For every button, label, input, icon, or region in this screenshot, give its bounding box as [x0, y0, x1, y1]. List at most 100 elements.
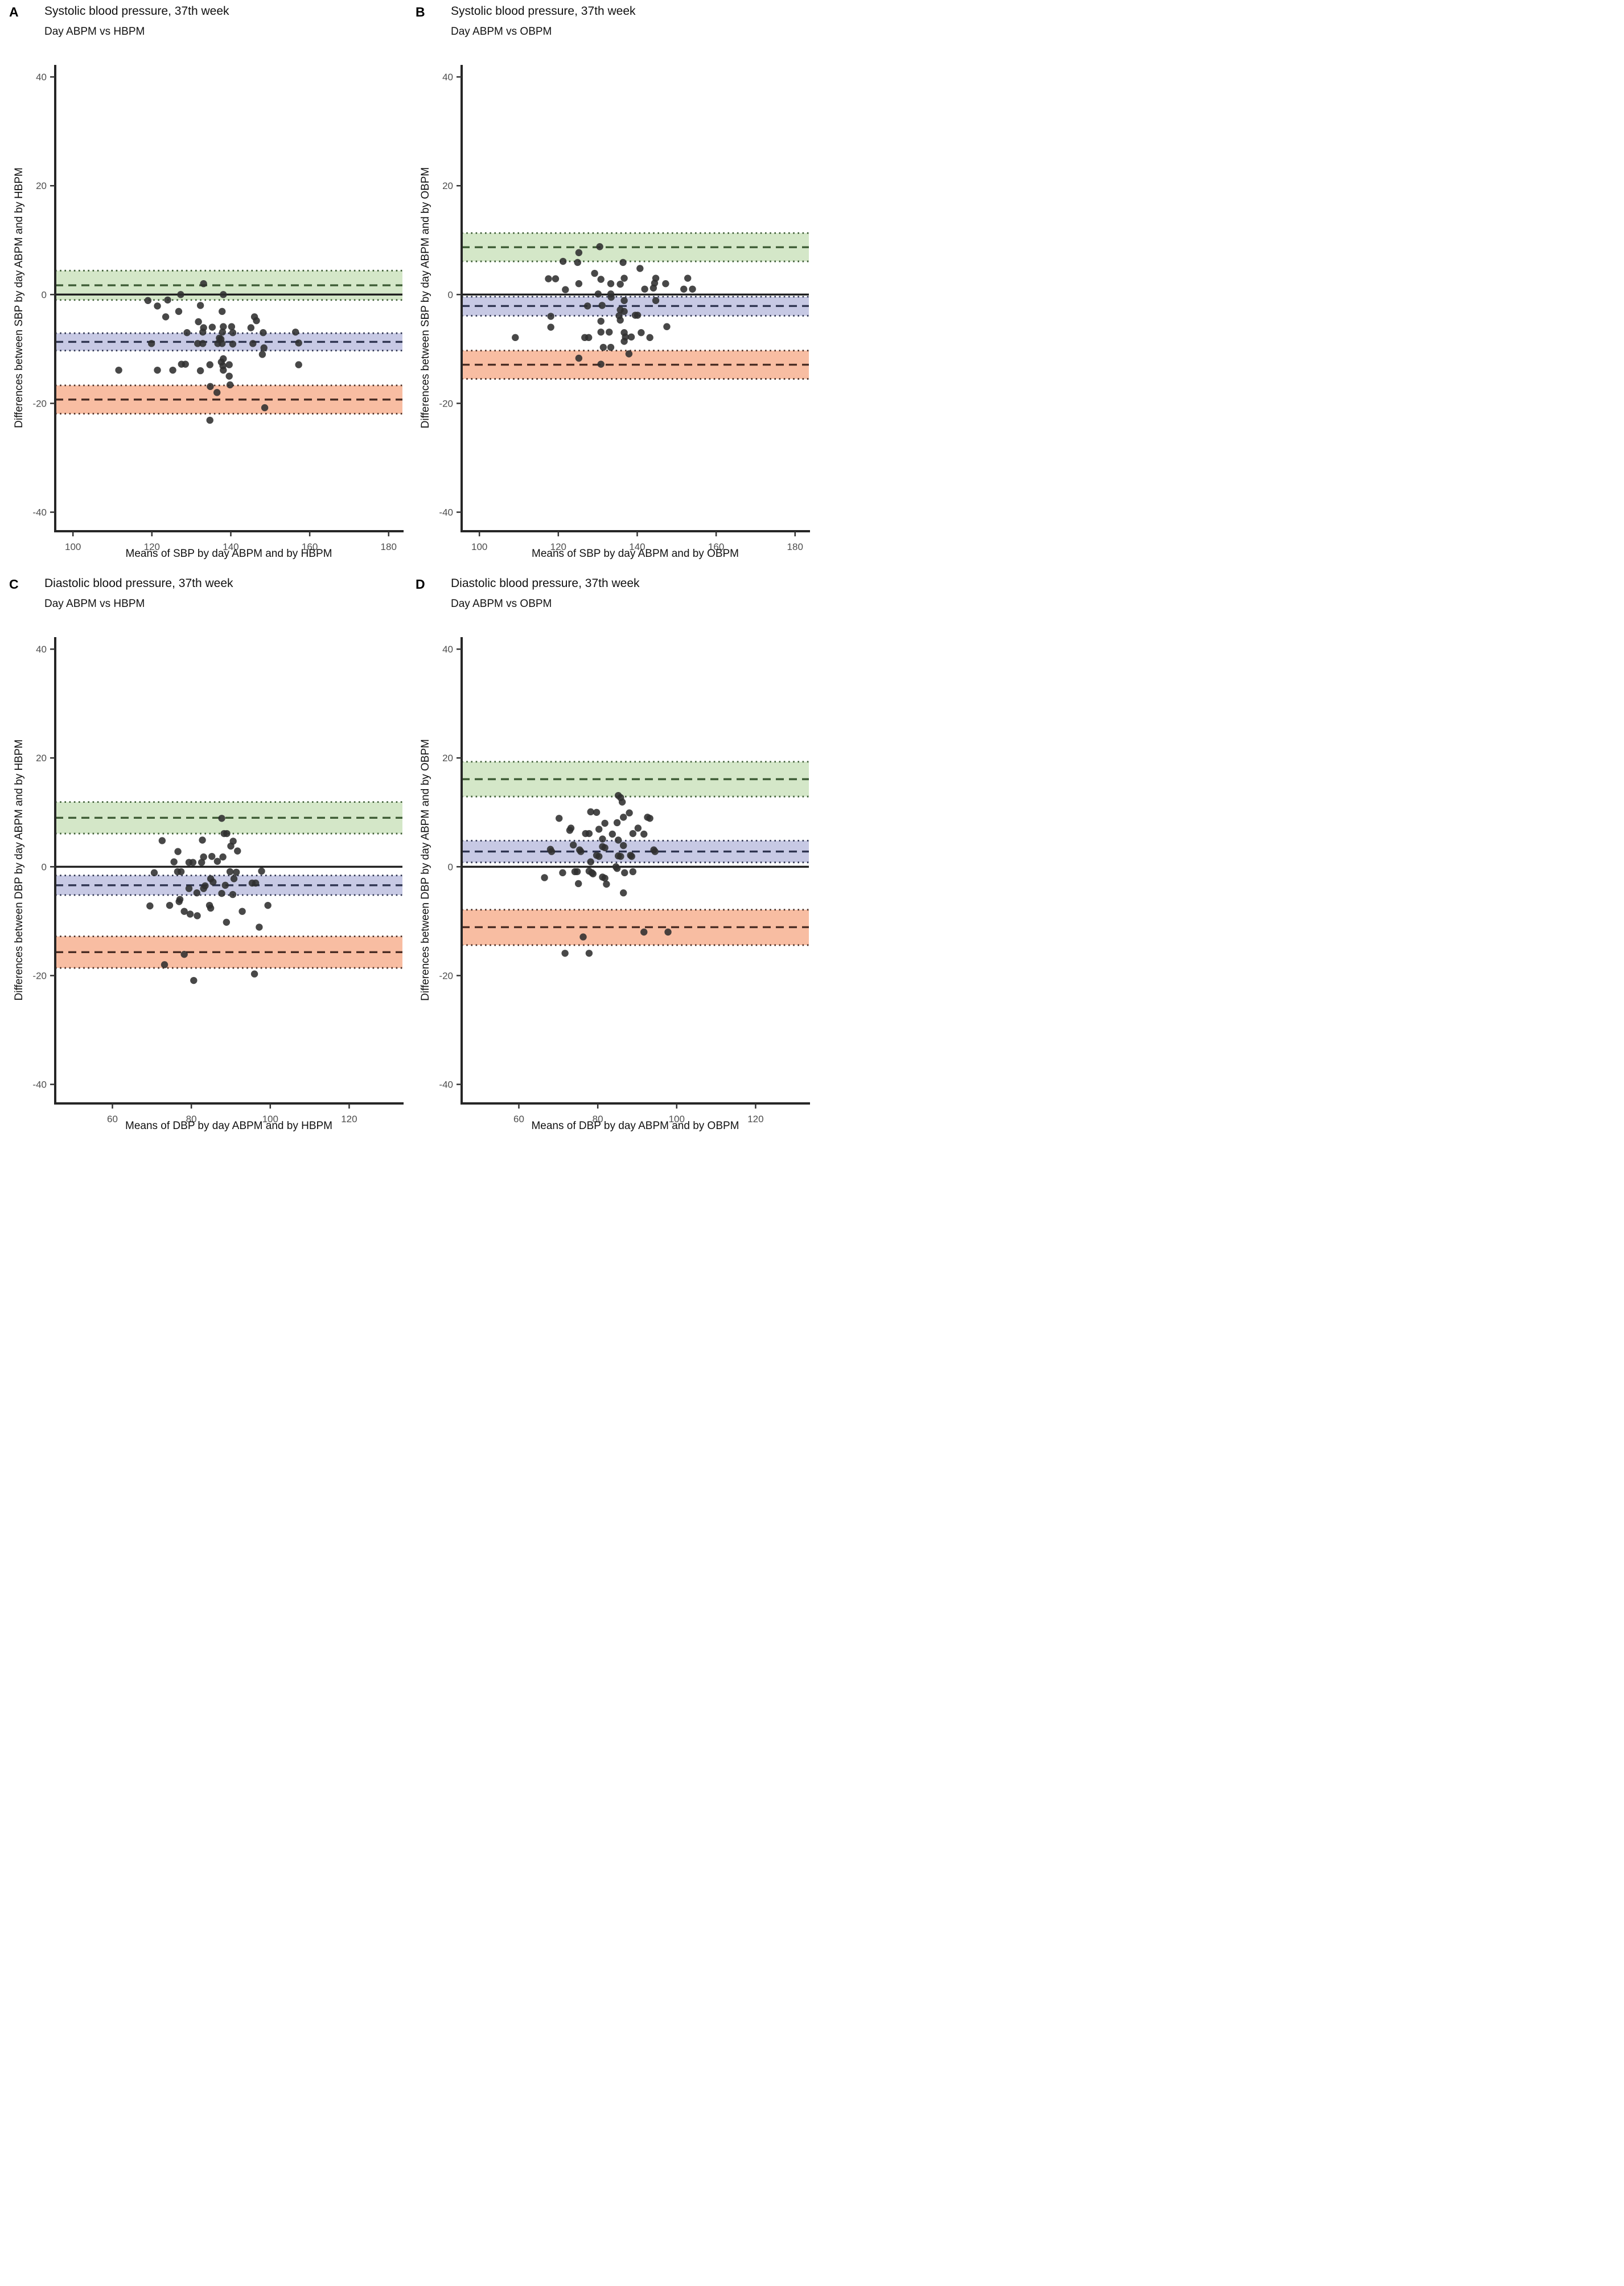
data-point [621, 869, 628, 877]
x-tick-label: 140 [629, 541, 645, 552]
x-tick-label: 60 [107, 1114, 118, 1124]
data-point [220, 323, 227, 330]
data-point [574, 258, 581, 266]
data-point [627, 333, 635, 341]
panel-a-subtitle: Day ABPM vs HBPM [44, 26, 145, 38]
data-point [585, 334, 593, 342]
panel-b: 40 20 0 -20 -40 100 120 140 160 180 B Systolic bl… [406, 0, 812, 571]
data-point [166, 901, 174, 909]
y-tick-label: 20 [442, 180, 453, 191]
bland-altman-figure: 40 20 0 -20 -40 100 120 140 160 180 A Systolic bl… [0, 0, 812, 1143]
panel-d-label: D [416, 577, 425, 592]
data-point [229, 340, 237, 348]
data-point [154, 366, 161, 374]
data-point [547, 313, 554, 320]
data-point [597, 276, 605, 283]
data-point [652, 297, 660, 305]
data-point [150, 869, 158, 877]
data-point [599, 835, 606, 843]
x-tick-label: 100 [471, 541, 487, 552]
data-point [641, 285, 648, 293]
data-point [636, 265, 644, 272]
data-point [194, 340, 202, 347]
data-point [234, 847, 241, 855]
data-point [634, 824, 642, 832]
data-point [594, 290, 602, 298]
data-point [689, 285, 696, 293]
data-point [628, 852, 635, 860]
x-tick-label: 180 [787, 541, 803, 552]
data-point [591, 269, 598, 277]
data-point [559, 257, 567, 265]
y-tick-label: 40 [442, 644, 453, 655]
data-point [598, 302, 606, 309]
panel-b-title: Systolic blood pressure, 37th week [451, 5, 636, 18]
data-point [199, 836, 206, 844]
data-point [614, 836, 622, 844]
data-point [175, 898, 183, 905]
data-point [219, 329, 227, 336]
data-point [164, 296, 171, 304]
data-point [545, 275, 552, 282]
x-tick-label: 140 [223, 541, 239, 552]
data-point [556, 815, 563, 822]
data-point [229, 329, 237, 336]
data-point [575, 354, 583, 362]
x-tick-label: 120 [144, 541, 160, 552]
panel-c-y-axis-label: Differences between DBP by day ABPM and … [13, 739, 25, 1001]
data-point [186, 910, 194, 918]
data-point [185, 885, 193, 892]
panel-c-x-axis-label: Means of DBP by day ABPM and by HBPM [125, 1120, 332, 1132]
data-point [561, 950, 569, 957]
data-point [200, 280, 207, 288]
panel-a-label: A [9, 5, 19, 19]
y-tick-label: -20 [439, 398, 453, 409]
data-point [620, 814, 627, 821]
y-tick-label: -20 [32, 970, 47, 981]
data-point [619, 258, 627, 266]
data-point [258, 351, 266, 358]
data-point [575, 280, 583, 288]
data-point [596, 243, 603, 251]
data-point [213, 857, 221, 865]
panel-c: 40 20 0 -20 -40 60 80 100 120 C Diastolic blood … [0, 572, 406, 1143]
data-point [218, 815, 225, 822]
data-point [620, 842, 627, 849]
data-point [589, 870, 597, 877]
y-tick-label: 0 [448, 289, 453, 300]
data-point [547, 323, 554, 331]
data-point [220, 291, 227, 298]
data-point [640, 830, 648, 838]
data-point [597, 360, 605, 368]
data-point [183, 329, 191, 336]
data-point [177, 868, 185, 876]
data-point [585, 830, 593, 838]
data-point [629, 830, 637, 838]
data-point [618, 798, 626, 806]
data-point [640, 928, 648, 936]
data-point [261, 404, 269, 412]
data-point [175, 307, 183, 315]
data-point [180, 950, 188, 958]
data-point [607, 280, 615, 288]
data-point [200, 853, 207, 861]
x-tick-label: 160 [302, 541, 318, 552]
y-tick-label: 40 [36, 72, 47, 83]
data-point [227, 842, 235, 850]
data-point [158, 837, 166, 844]
data-point [583, 302, 591, 310]
data-point [264, 901, 272, 909]
data-point [595, 826, 603, 833]
panel-c-subtitle: Day ABPM vs HBPM [44, 598, 145, 610]
data-point [219, 340, 226, 347]
y-tick-label: 20 [36, 753, 47, 764]
data-point [180, 908, 188, 915]
x-tick-label: 100 [262, 1114, 278, 1124]
data-point [552, 275, 560, 282]
data-point [609, 830, 616, 838]
panel-c-label: C [9, 577, 19, 592]
y-tick-label: -40 [439, 1080, 453, 1090]
data-point [587, 858, 594, 865]
data-point [295, 339, 302, 347]
data-point [182, 360, 189, 368]
